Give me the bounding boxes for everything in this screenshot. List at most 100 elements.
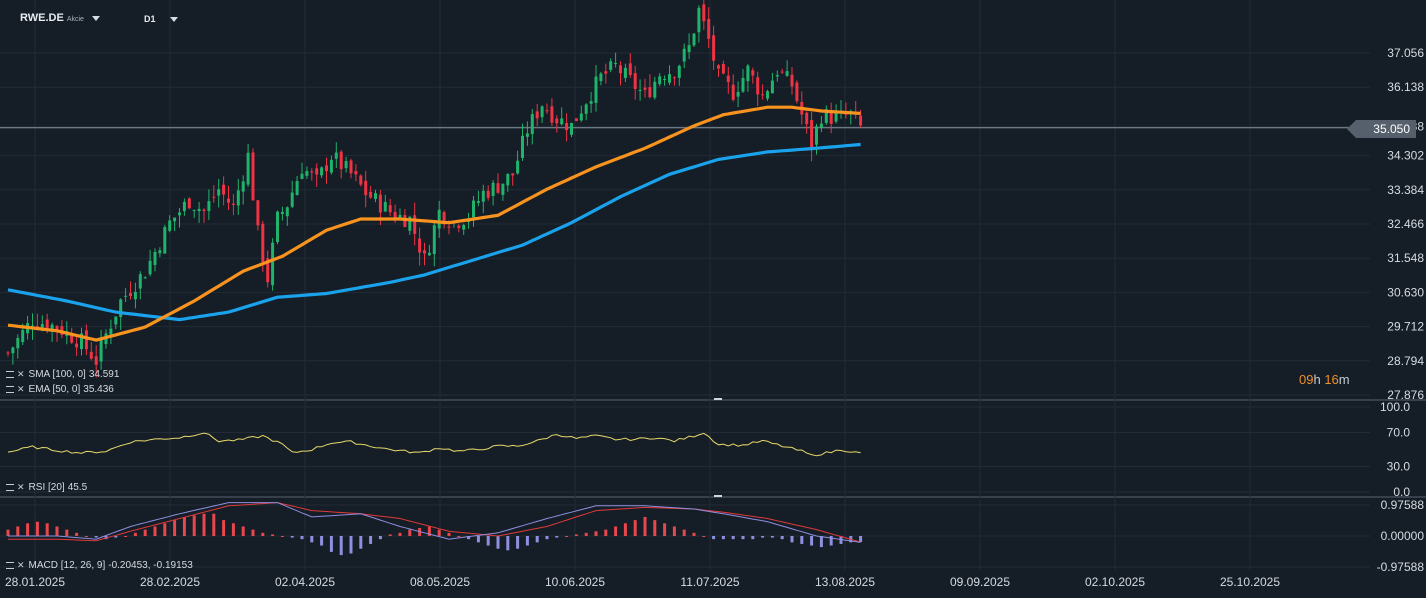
candle-body xyxy=(315,168,319,175)
symbol-selector[interactable]: RWE.DE Akcie xyxy=(20,12,100,24)
candle-body xyxy=(476,201,480,203)
rsi-params: [20] xyxy=(48,482,65,493)
legend-rsi[interactable]: ✕ RSI [20] 45.5 xyxy=(6,482,87,493)
settings-icon[interactable] xyxy=(6,561,14,569)
price-tick-label: 28.794 xyxy=(1387,354,1424,368)
macd-params: [12, 26, 9] xyxy=(60,560,106,571)
close-icon[interactable]: ✕ xyxy=(17,560,25,570)
macd-histogram-bar xyxy=(153,526,157,536)
candle-body xyxy=(227,198,230,203)
candle-body xyxy=(364,180,368,196)
candle-body xyxy=(256,200,260,226)
x-axis-label: 10.06.2025 xyxy=(545,575,605,589)
candle-body xyxy=(594,76,598,103)
candle-body xyxy=(276,211,279,243)
macd-histogram-bar xyxy=(329,536,333,552)
macd-histogram-bar xyxy=(349,536,353,554)
candle-body xyxy=(810,120,814,149)
macd-histogram-bar xyxy=(614,526,618,536)
legend-sma[interactable]: ✕ SMA [100, 0] 34.591 xyxy=(6,369,119,380)
candle-body xyxy=(682,48,686,62)
candle-body xyxy=(6,352,10,354)
settings-icon[interactable] xyxy=(6,370,14,378)
macd-histogram-bar xyxy=(751,536,755,540)
x-axis-label: 08.05.2025 xyxy=(410,575,470,589)
macd-histogram-bar xyxy=(75,532,79,536)
timer-m: m xyxy=(1338,372,1350,387)
candle-body xyxy=(516,160,520,174)
macd-histogram-bar xyxy=(633,520,637,536)
settings-icon[interactable] xyxy=(6,385,14,393)
macd-histogram-bar xyxy=(702,536,706,537)
candle-body xyxy=(246,152,250,185)
macd-histogram-bar xyxy=(212,513,216,536)
candle-body xyxy=(271,242,275,286)
macd-histogram-bar xyxy=(163,523,167,536)
candle-body xyxy=(623,67,627,78)
candle-body xyxy=(579,113,583,121)
macd-histogram-bar xyxy=(55,526,59,536)
candle-body xyxy=(506,173,510,186)
macd-histogram-bar xyxy=(35,521,39,536)
candle-body xyxy=(109,328,113,335)
macd-histogram-bar xyxy=(280,536,284,537)
rsi-line xyxy=(7,432,861,457)
close-icon[interactable]: ✕ xyxy=(17,384,25,394)
macd-histogram-bar xyxy=(525,536,529,546)
price-tick-label: 37.056 xyxy=(1387,46,1424,60)
candle-body xyxy=(148,260,152,275)
x-axis-label: 02.10.2025 xyxy=(1085,575,1145,589)
price-tick-label: 31.548 xyxy=(1387,251,1424,265)
candle-body xyxy=(393,212,397,221)
macd-histogram-bar xyxy=(565,536,569,537)
close-icon[interactable]: ✕ xyxy=(17,482,25,492)
price-tick-label: 33.384 xyxy=(1387,183,1424,197)
price-tick-label: 29.712 xyxy=(1387,320,1424,334)
legend-ema[interactable]: ✕ EMA [50, 0] 35.436 xyxy=(6,384,114,395)
candle-body xyxy=(153,251,157,265)
macd-histogram-bar xyxy=(486,536,490,546)
candle-body xyxy=(222,184,226,195)
candle-body xyxy=(374,193,377,200)
x-axis-label: 09.09.2025 xyxy=(950,575,1010,589)
candle-body xyxy=(565,122,569,131)
ema-line xyxy=(7,105,861,342)
symbol-name: RWE.DE xyxy=(20,12,64,24)
chevron-down-icon xyxy=(91,15,100,21)
macd-histogram-bar xyxy=(378,536,382,540)
candle-body xyxy=(378,194,382,213)
candle-body xyxy=(305,171,309,176)
candle-body xyxy=(535,111,539,119)
candle-body xyxy=(45,319,49,331)
candle-body xyxy=(114,316,118,325)
macd-histogram-bar xyxy=(506,536,510,551)
settings-icon[interactable] xyxy=(6,483,14,491)
macd-histogram-bar xyxy=(192,515,196,536)
x-axis-label: 02.04.2025 xyxy=(275,575,335,589)
macd-histogram-bar xyxy=(721,536,725,540)
macd-histogram-bar xyxy=(222,520,226,536)
candle-body xyxy=(21,330,25,342)
candle-body xyxy=(604,71,608,74)
candle-body xyxy=(824,109,828,123)
candle-body xyxy=(295,181,299,196)
legend-macd[interactable]: ✕ MACD [12, 26, 9] -0.20453, -0.19153 xyxy=(6,560,193,571)
candle-body xyxy=(721,64,725,74)
candle-body xyxy=(280,211,284,214)
macd-histogram-bar xyxy=(114,536,118,538)
macd-histogram-bar xyxy=(45,523,49,536)
macd-histogram-bar xyxy=(741,536,745,540)
candle-body xyxy=(16,338,20,349)
macd-histogram-bar xyxy=(271,534,275,536)
price-tick-label: 30.630 xyxy=(1387,285,1424,299)
candle-body xyxy=(285,207,289,217)
price-tick-label: 27.876 xyxy=(1387,388,1424,402)
candle-body xyxy=(481,190,485,202)
timeframe-selector[interactable]: D1 xyxy=(144,14,178,24)
candle-body xyxy=(133,291,137,300)
candlestick-series xyxy=(6,0,863,378)
price-tick-label: 32.466 xyxy=(1387,217,1424,231)
close-icon[interactable]: ✕ xyxy=(17,369,25,379)
candle-body xyxy=(668,74,671,83)
